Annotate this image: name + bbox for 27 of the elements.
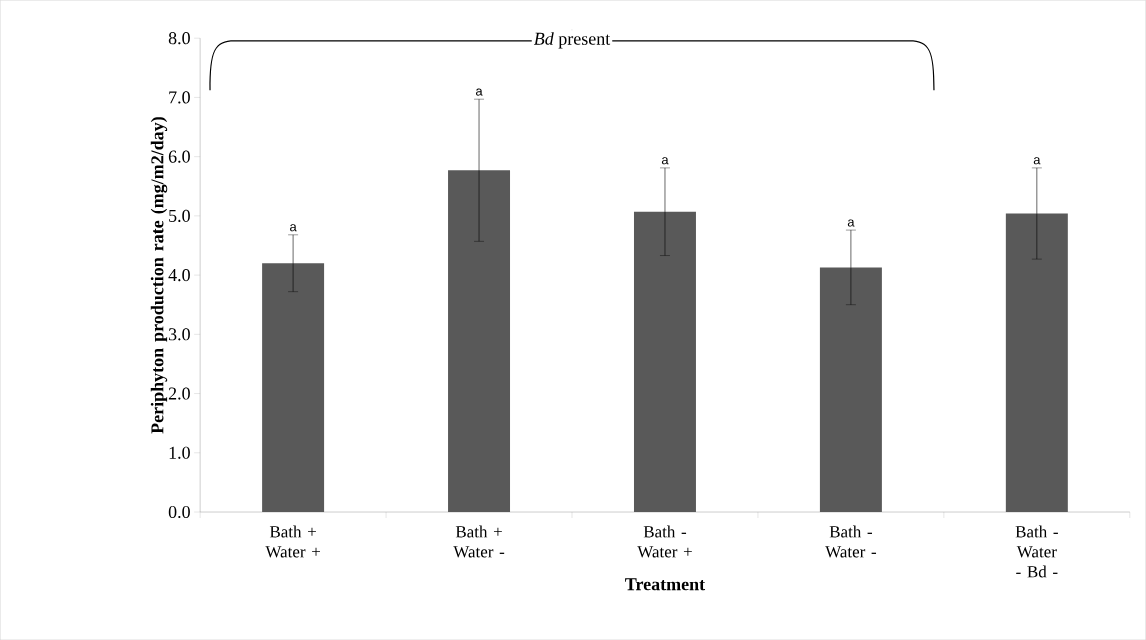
y-tick-label: 7.0 [169, 91, 190, 104]
annotation: a [1033, 157, 1041, 165]
y-tick-label: 0.0 [168, 505, 190, 519]
x-tick-label: Bath - Water - Bd - [1015, 525, 1058, 578]
y-tick-label: 2.0 [168, 387, 190, 400]
x-tick-label: Bath - Water + [637, 525, 692, 558]
bar [262, 263, 325, 512]
y-tick-label: 1.0 [169, 446, 190, 459]
y-tick-label: 6.0 [168, 150, 190, 163]
bar [1005, 213, 1068, 512]
x-tick-label: Bath - Water - [825, 525, 877, 558]
y-tick-label: 8.0 [168, 32, 190, 45]
y-tick-label: 3.0 [168, 328, 190, 341]
x-tick-label: Bath + Water + [265, 525, 320, 558]
x-tick-label: Bath + Water - [453, 525, 505, 558]
x-axis-title: Treatment [625, 578, 706, 591]
y-tick-label: 5.0 [169, 209, 190, 222]
annotation: Bd present [533, 32, 611, 49]
annotation: a [847, 219, 855, 227]
annotation: a [661, 157, 669, 165]
annotation: a [475, 88, 483, 96]
bar [448, 170, 511, 512]
annotation: a [290, 224, 297, 232]
y-tick-label: 4.0 [168, 268, 190, 282]
bar [819, 267, 882, 512]
y-axis-title: Periphyton production rate (mg/m2/day) [150, 117, 168, 434]
bar [633, 211, 696, 512]
